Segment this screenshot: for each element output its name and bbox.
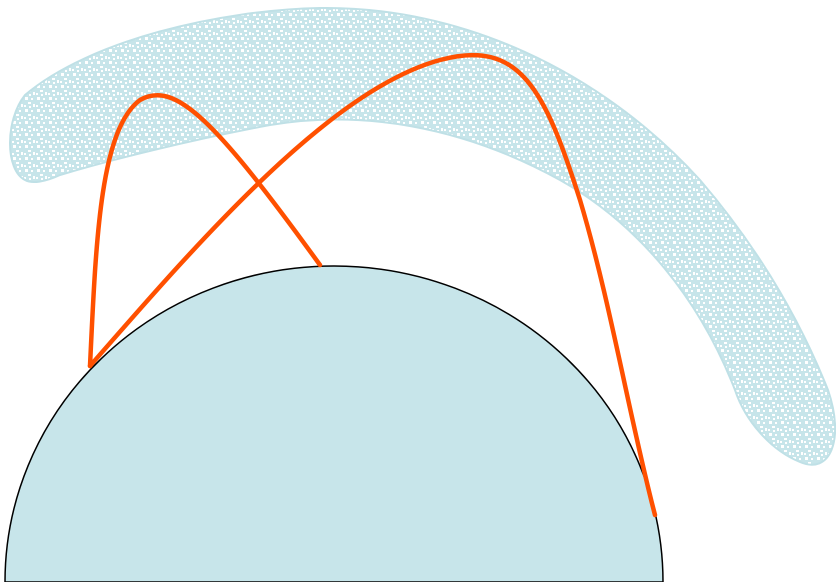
arc-short [87, 93, 323, 369]
arc-long [87, 52, 658, 518]
speckled-band [9, 6, 836, 466]
planet-disc [4, 265, 664, 582]
